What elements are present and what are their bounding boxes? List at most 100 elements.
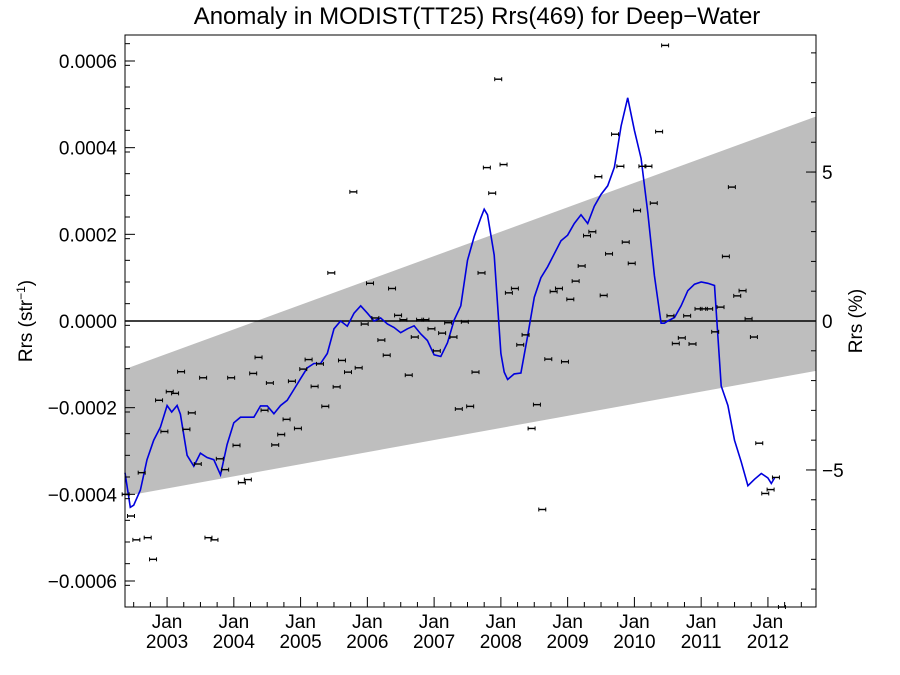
smooth-layer [124,97,776,509]
data-point [360,322,369,327]
data-point [733,293,742,298]
data-point [677,335,686,340]
data-point [337,358,346,363]
data-point [749,335,758,340]
data-point [132,537,141,542]
data-point [366,281,375,286]
y-left-tick-label: 0.0002 [59,225,117,246]
data-point [182,427,191,432]
data-point [265,380,274,385]
data-point [399,317,408,322]
x-tick-label-year: 2005 [279,632,321,653]
data-point [616,164,625,169]
data-point [566,297,575,302]
data-point [594,174,603,179]
data-point [271,442,280,447]
data-point [354,365,363,370]
x-tick-label-year: 2011 [681,632,722,653]
x-tick-label-month: Jan [619,612,650,633]
x-tick-label-month: Jan [419,612,450,633]
data-point [421,317,430,322]
data-point [771,475,780,480]
x-tick-label-month: Jan [486,612,517,633]
data-point [193,462,202,466]
data-point [460,319,469,324]
x-tick-label-month: Jan [219,612,250,633]
data-point [410,335,419,340]
x-tick-label-month: Jan [552,612,583,633]
data-point [293,426,302,431]
data-point [744,316,753,321]
data-point [237,480,246,485]
data-point [388,286,397,291]
data-point [227,375,236,380]
data-point [761,491,770,496]
data-point [633,208,642,213]
y-axis-left-title-sup: −1 [14,286,28,300]
data-point [137,470,146,475]
data-point [310,384,319,389]
data-point [304,357,313,362]
data-point [605,251,614,256]
x-tick-label-year: 2009 [546,632,588,653]
data-point [277,432,286,437]
data-point [432,348,441,353]
y-left-tick-label: 0.0004 [59,139,118,160]
y-axis-left-title: Rrs (str−1) [14,280,37,362]
data-point [488,191,497,196]
data-point [321,404,330,409]
x-tick-label-year: 2007 [413,632,455,653]
data-point [449,335,458,340]
points-layer [121,43,786,609]
smoothed-line [124,97,776,509]
data-point [160,429,169,434]
data-point [371,315,380,320]
data-point [705,306,714,311]
data-point [621,240,630,245]
data-point [721,254,730,259]
x-tick-label-year: 2012 [747,632,789,653]
data-point [171,391,180,396]
data-point [504,290,513,295]
data-point [599,293,608,298]
data-point [738,288,747,293]
data-point [571,279,580,284]
data-point [254,355,263,360]
y-right-tick-label: 0 [822,312,833,333]
x-tick-label-year: 2004 [213,632,256,653]
chart-title: Anomaly in MODIST(TT25) Rrs(469) for Dee… [194,3,761,30]
data-point [711,329,720,334]
data-point [427,326,436,331]
data-point [766,487,775,492]
data-point [477,270,486,275]
data-point [583,233,592,238]
data-point [243,477,252,482]
x-tick-label-month: Jan [285,612,316,633]
data-point [554,286,563,291]
data-point [577,263,586,268]
data-point [438,331,447,336]
data-point [588,229,597,234]
data-point [343,370,352,375]
data-point [532,402,541,407]
data-point [516,342,525,347]
data-point [287,379,296,384]
data-point [155,398,164,403]
y-left-tick-label: 0.0000 [59,312,117,333]
data-point [221,467,230,472]
data-point [510,286,519,291]
data-point [382,353,391,358]
y-axis-left-title-close: ) [16,280,37,286]
data-point [655,129,664,134]
data-point [716,305,725,310]
data-point [538,507,547,512]
data-point [611,132,620,137]
data-point [177,369,186,374]
data-point [544,357,553,362]
data-point [471,370,480,375]
data-point [282,417,291,422]
data-point [521,332,530,337]
data-point [560,359,569,364]
data-point [649,201,658,206]
